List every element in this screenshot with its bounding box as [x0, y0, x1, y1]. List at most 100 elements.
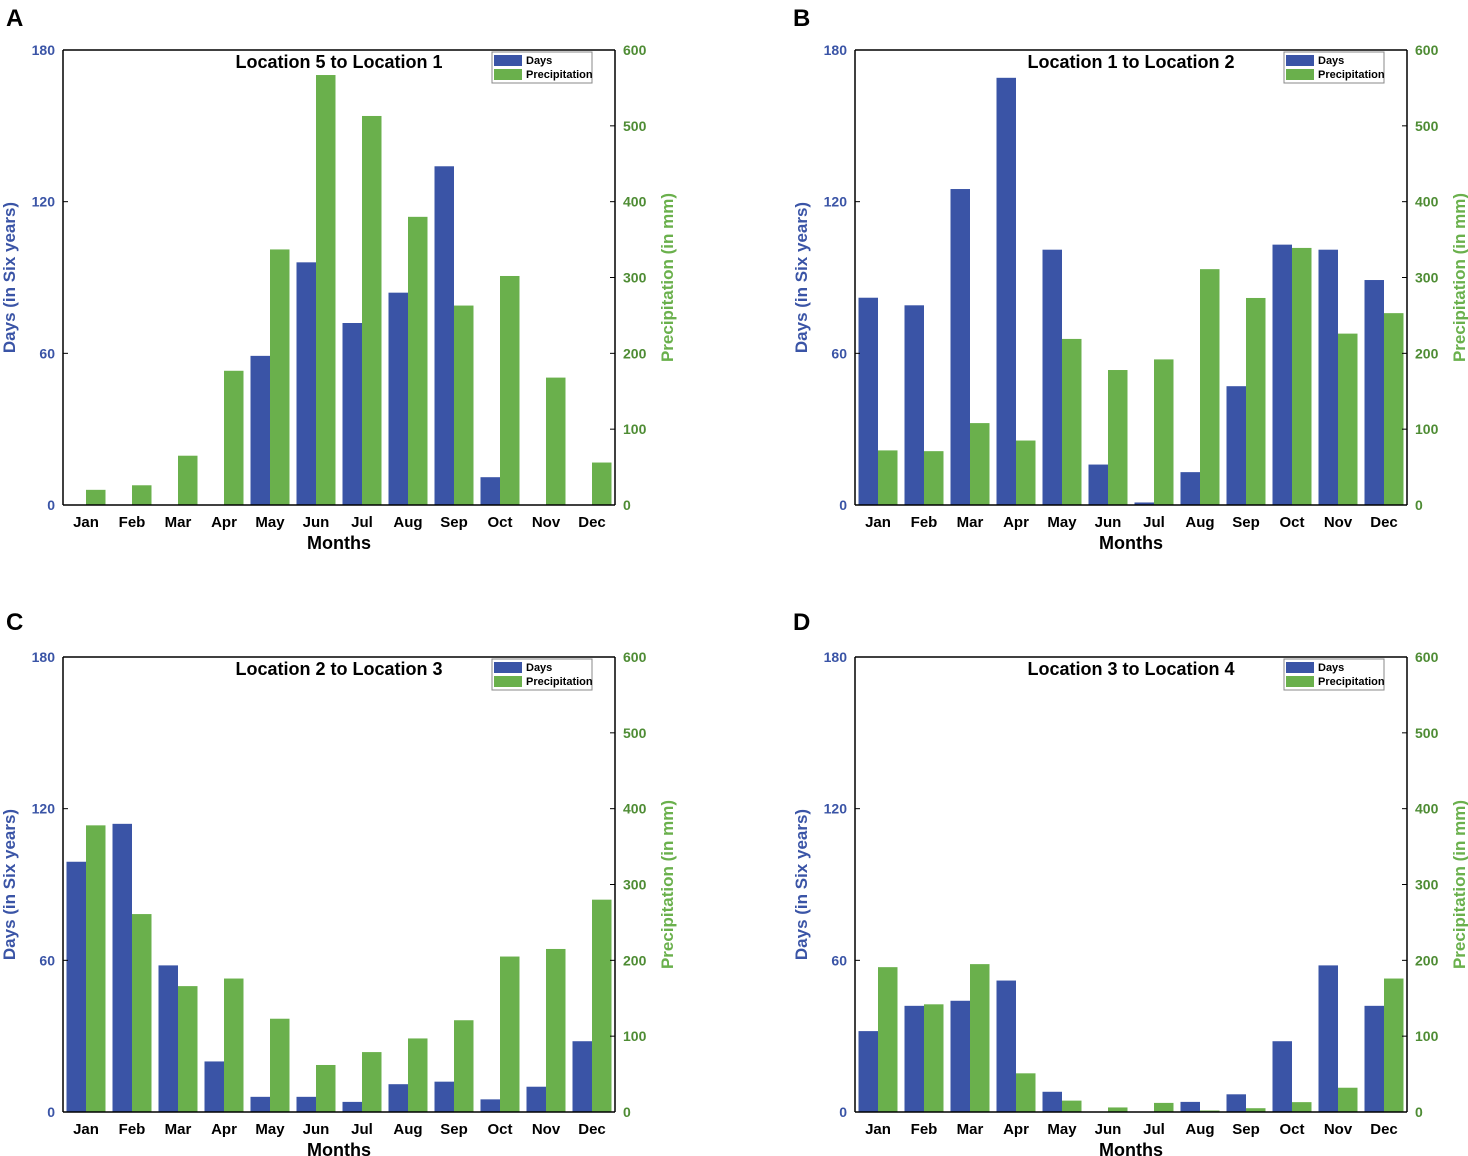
bar-days-dec: [1364, 280, 1384, 505]
legend-swatch-days: [494, 662, 522, 673]
legend: Days Precipitation: [491, 658, 593, 691]
bar-precipitation-may: [1062, 1100, 1082, 1112]
x-tick-label: Jan: [73, 1121, 99, 1138]
bar-precipitation-oct: [1292, 247, 1312, 506]
y2-tick-label: 200: [623, 345, 647, 361]
y2-tick-label: 500: [623, 118, 647, 134]
bar-precipitation-dec: [1384, 978, 1404, 1112]
bar-precipitation-mar: [970, 423, 990, 505]
bar-precipitation-jun: [1108, 1107, 1128, 1112]
y-tick-label: 180: [824, 649, 848, 665]
bar-precipitation-oct: [500, 956, 520, 1112]
bar-days-nov: [1318, 965, 1338, 1112]
y2-axis-label: Precipitation (in mm): [1450, 800, 1468, 969]
x-axis-label: Months: [1099, 533, 1163, 553]
bar-days-dec: [1364, 1005, 1384, 1112]
bar-precipitation-sep: [1246, 297, 1266, 505]
legend-label-days: Days: [526, 662, 552, 674]
y2-tick-label: 600: [1415, 649, 1439, 665]
y2-tick-label: 0: [1415, 497, 1423, 513]
bar-days-nov: [526, 1086, 546, 1112]
y-tick-label: 120: [824, 194, 848, 210]
bar-days-jan: [66, 861, 86, 1112]
bar-days-jan: [858, 1031, 878, 1112]
bar-days-jun: [296, 1096, 316, 1112]
y-axis-label: Days (in Six years): [0, 202, 19, 353]
bar-precipitation-apr: [224, 370, 244, 505]
bar-days-feb: [904, 305, 924, 505]
y2-tick-label: 300: [623, 877, 647, 893]
x-tick-label: Sep: [1232, 1121, 1260, 1138]
x-tick-label: Mar: [165, 1121, 192, 1138]
y2-tick-label: 100: [623, 421, 647, 437]
x-tick-label: Dec: [578, 514, 606, 531]
x-tick-label: Jul: [351, 1121, 373, 1138]
legend-label-days: Days: [1318, 662, 1344, 674]
y-tick-label: 180: [824, 42, 848, 58]
x-axis-label: Months: [307, 533, 371, 553]
chart-title: Location 2 to Location 3: [235, 659, 442, 679]
y2-tick-label: 600: [1415, 42, 1439, 58]
y2-tick-label: 400: [623, 801, 647, 817]
x-tick-label: Jan: [865, 514, 891, 531]
legend-label-precipitation: Precipitation: [1318, 676, 1385, 688]
x-tick-label: Aug: [393, 1121, 422, 1138]
y2-tick-label: 200: [623, 952, 647, 968]
chart-title: Location 1 to Location 2: [1027, 52, 1234, 72]
x-tick-label: Sep: [1232, 514, 1260, 531]
bar-precipitation-nov: [546, 948, 566, 1112]
x-tick-label: Nov: [532, 1121, 561, 1138]
bar-precipitation-may: [1062, 338, 1082, 505]
y2-axis-label: Precipitation (in mm): [658, 193, 677, 362]
x-tick-label: Feb: [119, 1121, 146, 1138]
bar-precipitation-feb: [924, 1004, 944, 1112]
bar-precipitation-dec: [592, 462, 612, 505]
x-tick-label: Mar: [957, 1121, 984, 1138]
x-tick-label: Apr: [211, 1121, 237, 1138]
legend-swatch-precipitation: [1286, 69, 1314, 80]
bar-precipitation-nov: [546, 377, 566, 505]
y-axis-label: Days (in Six years): [0, 809, 19, 960]
x-tick-label: Mar: [165, 514, 192, 531]
y-tick-label: 120: [32, 801, 56, 817]
legend-swatch-days: [494, 55, 522, 66]
bar-precipitation-jul: [1154, 359, 1174, 505]
y2-tick-label: 300: [1415, 270, 1439, 286]
bar-precipitation-dec: [592, 899, 612, 1112]
bar-days-jun: [296, 262, 316, 505]
y2-axis-label: Precipitation (in mm): [658, 800, 677, 969]
y2-tick-label: 200: [1415, 345, 1439, 361]
bar-days-sep: [1226, 1094, 1246, 1112]
bar-precipitation-jul: [1154, 1102, 1174, 1112]
bar-days-oct: [1272, 244, 1292, 505]
x-tick-label: Oct: [1279, 514, 1304, 531]
y-tick-label: 60: [39, 345, 55, 361]
y-tick-label: 60: [831, 345, 847, 361]
x-tick-label: Jun: [303, 514, 330, 531]
bar-days-oct: [480, 1099, 500, 1112]
x-tick-label: Jul: [1143, 1121, 1165, 1138]
bar-precipitation-mar: [970, 964, 990, 1112]
bar-precipitation-oct: [1292, 1102, 1312, 1112]
y2-tick-label: 0: [1415, 1104, 1423, 1120]
bar-precipitation-may: [270, 249, 290, 505]
x-tick-label: Oct: [487, 514, 512, 531]
chart-title: Location 5 to Location 1: [235, 52, 442, 72]
y2-tick-label: 100: [1415, 421, 1439, 437]
bar-days-jan: [858, 297, 878, 505]
chart-panel-d: D Jan Feb Mar Apr May Jun Jul Aug Sep Oct Nov Dec 0 60…: [792, 609, 1468, 1156]
bar-days-may: [1042, 249, 1062, 505]
bar-days-jun: [1088, 464, 1108, 505]
y-tick-label: 120: [32, 194, 56, 210]
bar-precipitation-feb: [132, 914, 152, 1112]
y-tick-label: 0: [47, 1104, 55, 1120]
legend-label-days: Days: [1318, 55, 1344, 67]
x-tick-label: Dec: [1370, 1121, 1398, 1138]
bar-precipitation-nov: [1338, 333, 1358, 505]
y2-tick-label: 500: [1415, 118, 1439, 134]
x-tick-label: Apr: [211, 514, 237, 531]
x-tick-label: Aug: [393, 514, 422, 531]
y-tick-label: 120: [824, 801, 848, 817]
bar-days-jul: [342, 323, 362, 505]
